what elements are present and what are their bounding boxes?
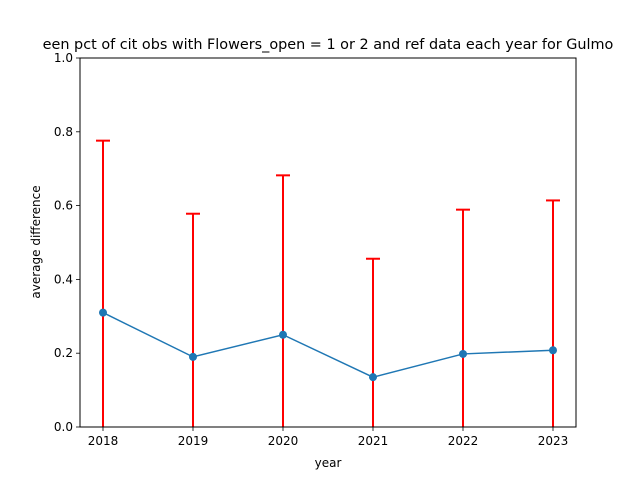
data-points: [99, 308, 557, 382]
y-tick-label: 0.0: [54, 420, 73, 434]
y-tick-label: 0.2: [54, 346, 73, 360]
series-line-group: [102, 311, 554, 378]
error-bars: [96, 139, 560, 427]
data-point: [279, 330, 287, 339]
data-point: [459, 349, 467, 358]
chart-title: een pct of cit obs with Flowers_open = 1…: [43, 37, 614, 53]
y-axis-label: average difference: [29, 185, 43, 298]
series-line: [102, 311, 554, 378]
x-tick-label: 2022: [448, 434, 479, 448]
y-tick-label: 0.6: [54, 199, 73, 213]
data-point: [369, 373, 377, 382]
y-axis-ticks: 0.0 0.2 0.4 0.6 0.8 1.0: [54, 51, 80, 434]
x-axis-label: year: [315, 456, 342, 470]
x-tick-label: 2019: [178, 434, 209, 448]
x-axis-ticks: 2018 2019 2020 2021 2022 2023: [88, 427, 569, 448]
y-tick-label: 1.0: [54, 51, 73, 65]
x-tick-label: 2021: [358, 434, 389, 448]
data-point: [99, 308, 107, 317]
y-tick-label: 0.4: [54, 272, 73, 286]
x-tick-label: 2023: [538, 434, 569, 448]
x-tick-label: 2018: [88, 434, 119, 448]
y-tick-label: 0.8: [54, 125, 73, 139]
x-tick-label: 2020: [268, 434, 299, 448]
data-point: [549, 346, 557, 355]
plot-area: [80, 58, 576, 427]
data-point: [189, 352, 197, 361]
plot-frame: [79, 57, 577, 428]
